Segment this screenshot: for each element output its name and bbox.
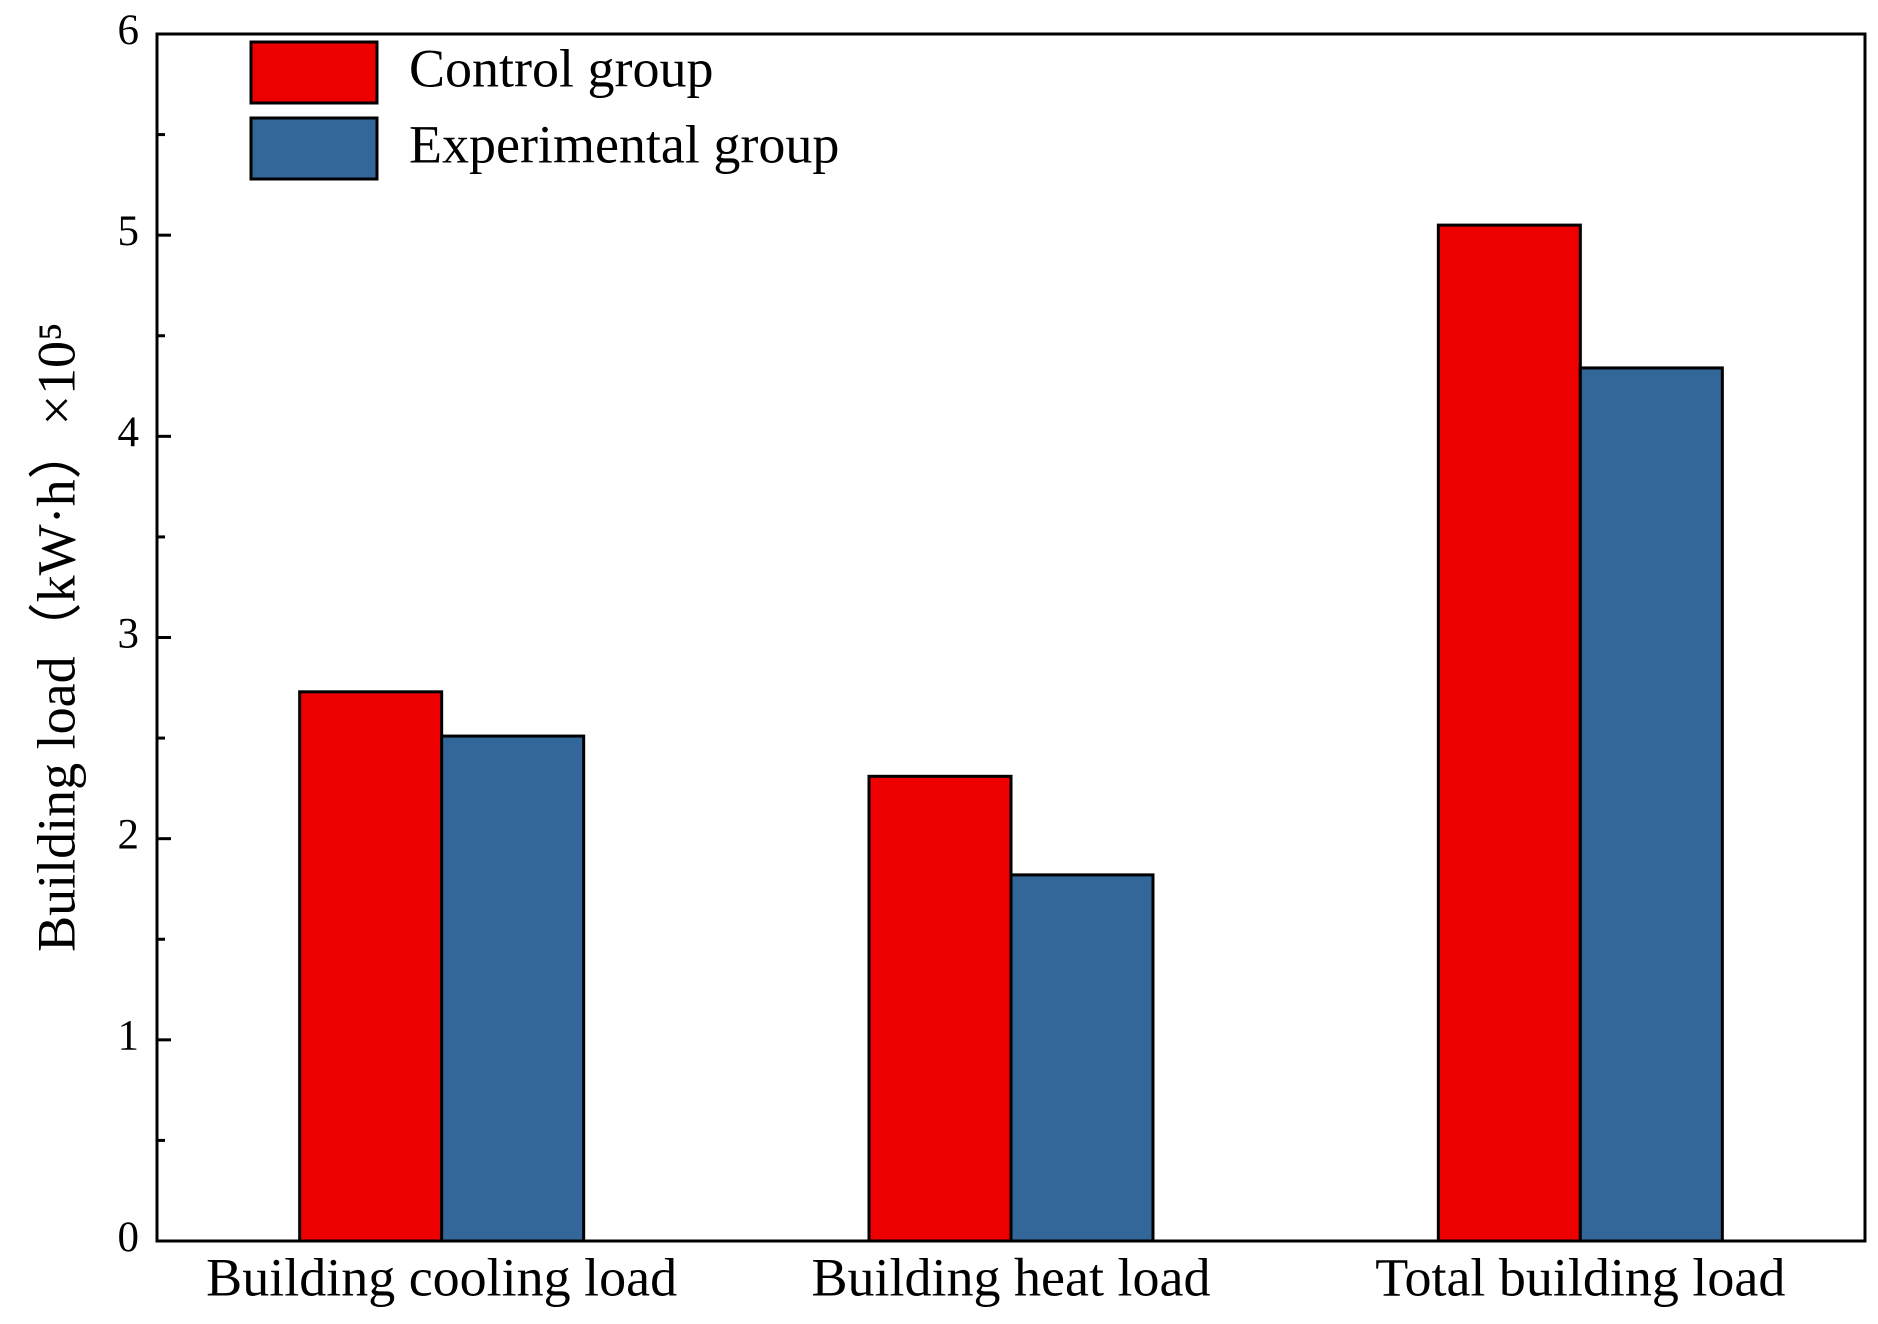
bar [1009,873,1155,1243]
legend-label: Control group [409,38,714,98]
y-tick-label: 4 [118,409,140,456]
y-tick-label: 2 [118,812,140,859]
y-tick-label: 6 [118,7,140,54]
bar [298,690,444,1243]
y-axis-label: Building load（kW·h）×10⁵ [26,322,86,952]
y-tick-label: 1 [118,1013,140,1060]
legend-swatch [249,116,379,181]
legend-label: Experimental group [409,114,839,174]
x-tick-label: Building heat load [812,1247,1211,1307]
bar [440,734,586,1243]
bar [1578,366,1724,1243]
bar [867,774,1013,1243]
y-tick-label: 0 [118,1214,140,1261]
legend-swatch [249,40,379,105]
bar [1436,223,1582,1243]
y-tick-label: 3 [118,610,140,657]
x-tick-label: Total building load [1375,1247,1785,1307]
y-tick-label: 5 [118,208,140,255]
x-tick-label: Building cooling load [206,1247,677,1307]
